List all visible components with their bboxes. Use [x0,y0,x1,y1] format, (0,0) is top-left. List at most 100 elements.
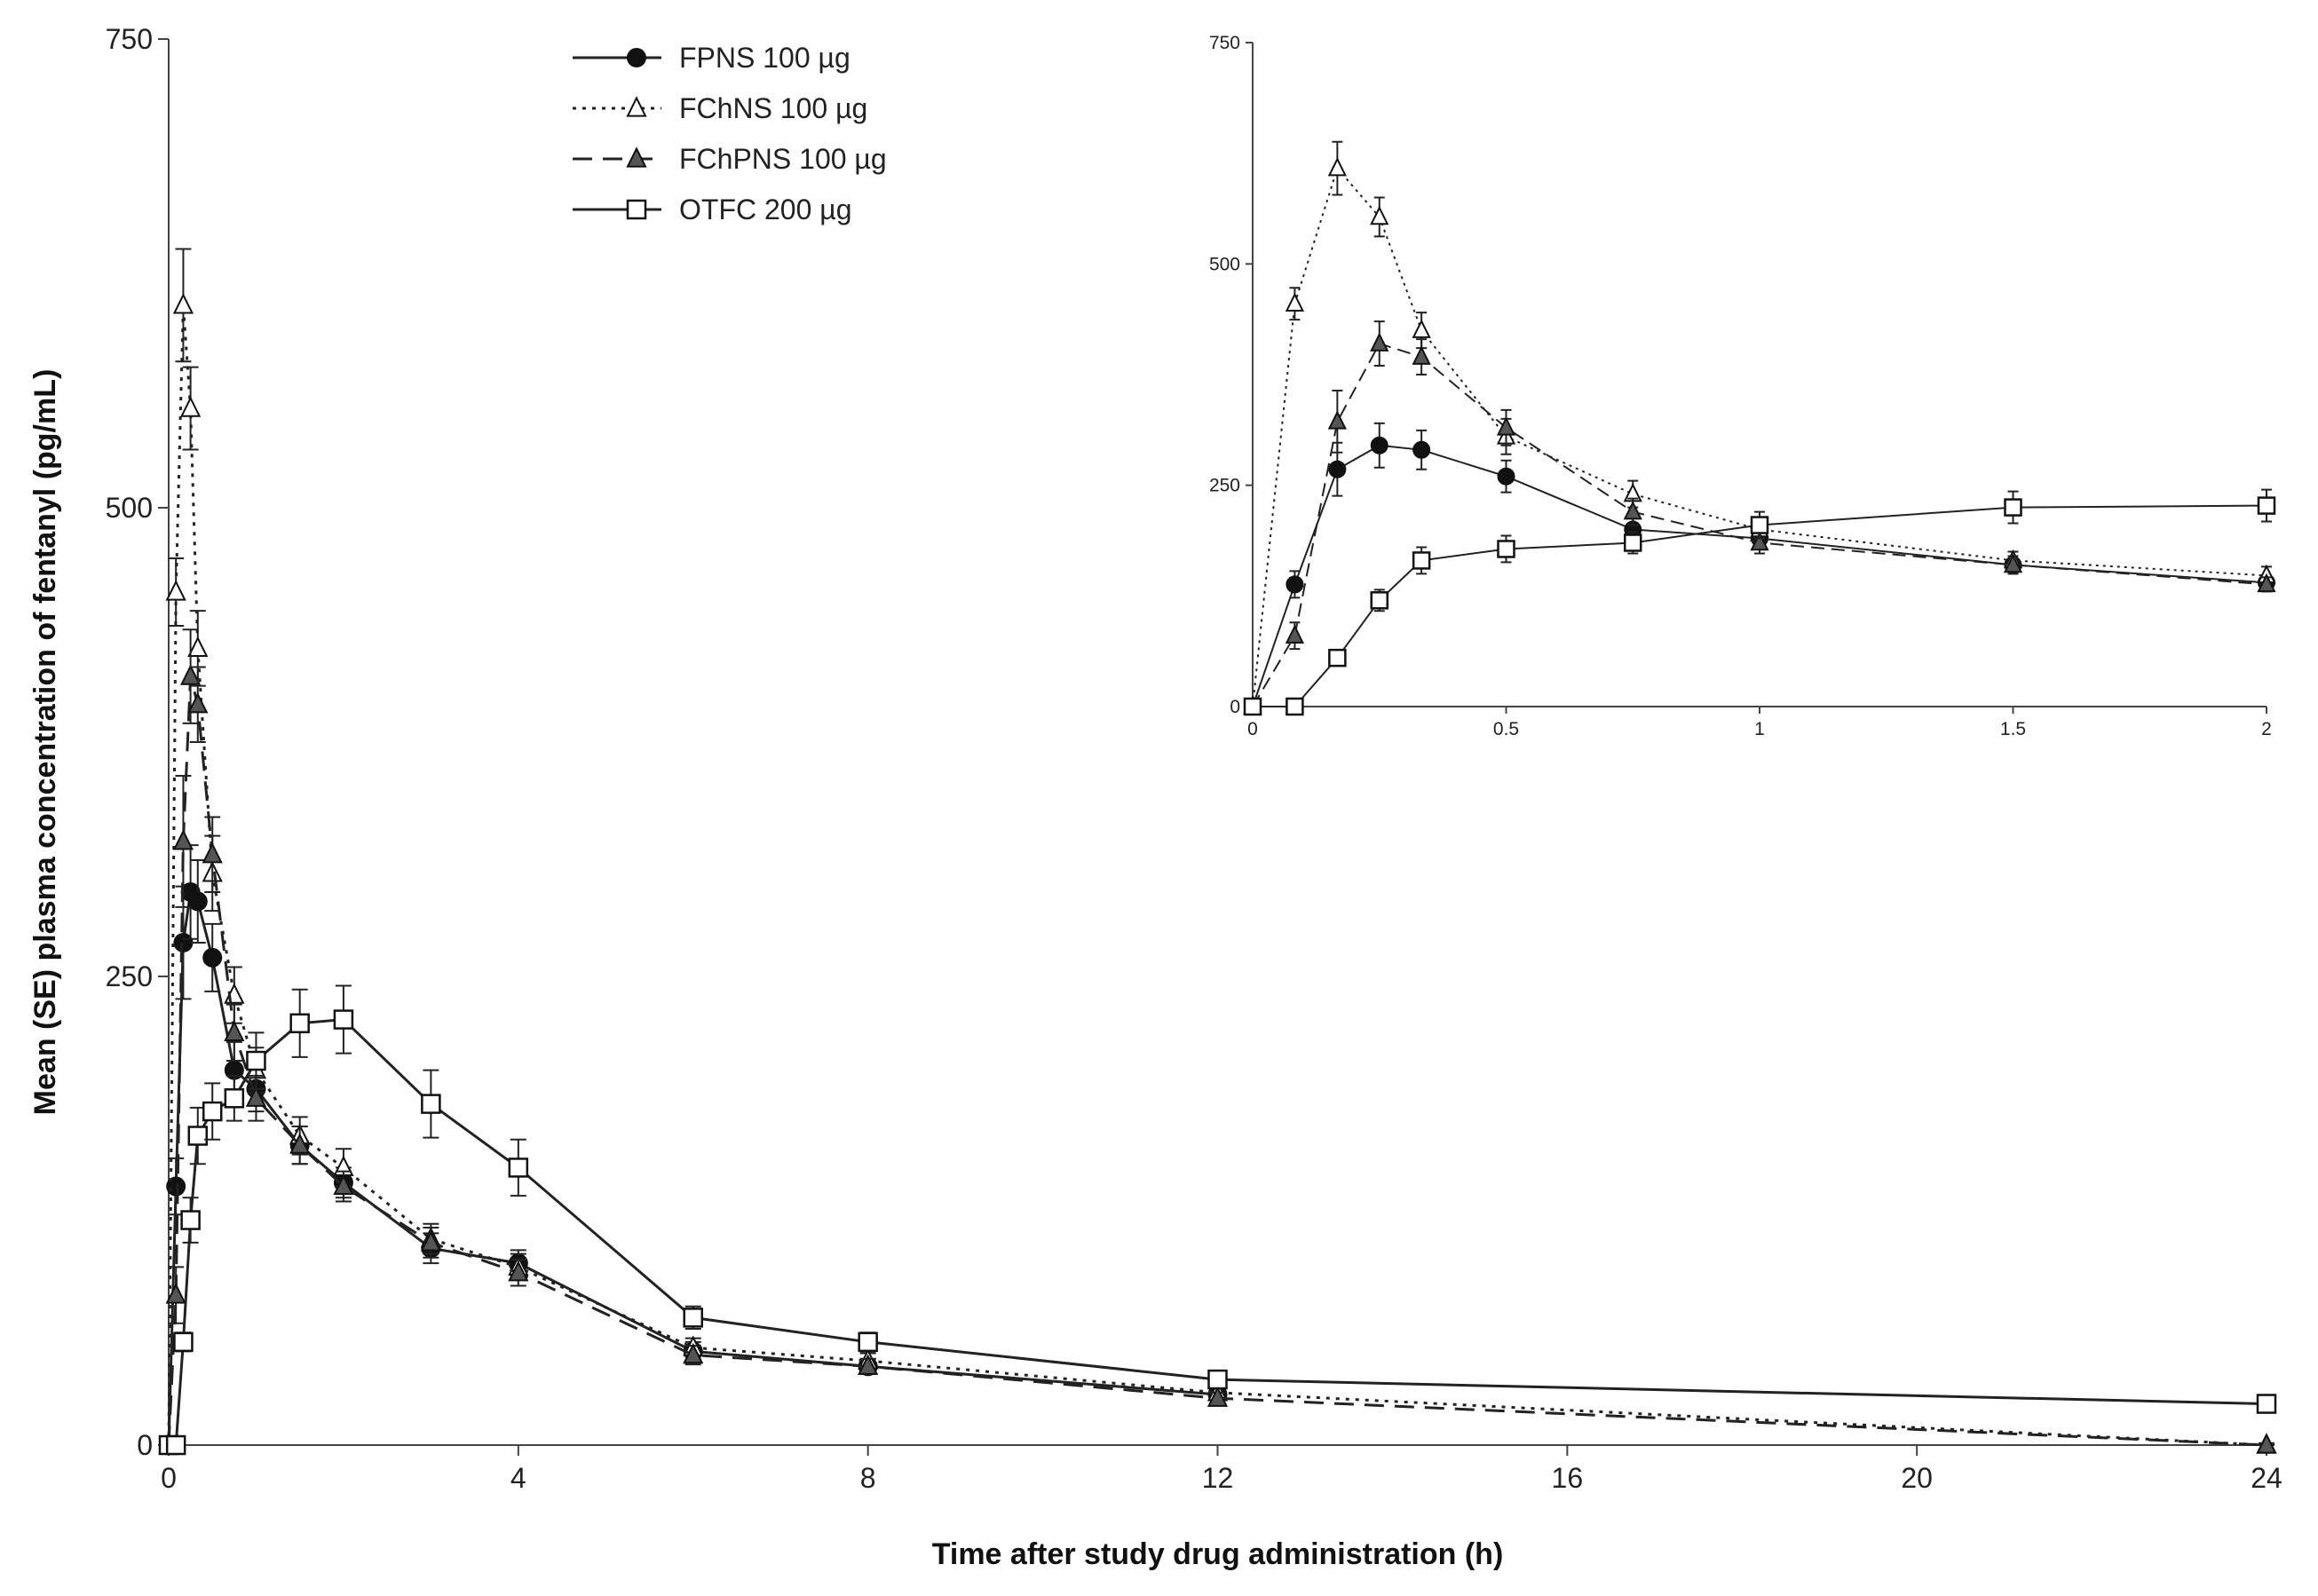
inset-chart-x-tick-label: 0.5 [1493,719,1519,739]
inset-chart-data-point [1370,205,1389,225]
main-chart-y-tick-label: 500 [106,492,153,524]
main-chart-data-point [165,580,186,601]
inset-chart-series-2 [1243,320,2276,715]
main-chart-data-point [202,1101,223,1122]
legend-label: FChNS 100 µg [679,92,867,124]
inset-chart-x-tick-label: 1 [1754,719,1765,739]
main-chart-x-tick-label: 16 [1552,1462,1584,1494]
legend-marker [627,48,646,67]
legend-marker [626,199,647,220]
inset-chart-data-point [1497,540,1515,558]
inset-chart-y-tick-label: 500 [1209,254,1240,274]
main-chart-data-point [165,1283,186,1304]
inset-chart-data-point [2257,573,2276,593]
main-chart-data-point [333,1173,354,1196]
inset-chart-data-point [1623,500,1642,520]
legend-entry-1: FChNS 100 µg [573,92,867,124]
main-chart-series-3 [158,984,2277,1456]
inset-chart-data-point [1624,533,1642,552]
main-chart-data-point [333,1009,354,1030]
main-chart-data-point [858,1354,879,1375]
main-chart-data-point [1207,1369,1228,1390]
inset-chart-data-point [1496,416,1516,436]
main-chart-data-point [421,1094,441,1114]
main-chart-data-point [1206,1386,1229,1407]
inset-chart-data-point [1328,460,1347,478]
inset-chart-x-tick-label: 2 [2261,719,2272,739]
main-chart-data-point [224,983,245,1004]
main-chart-series-line [167,304,2267,1447]
main-chart-y-tick-label: 250 [106,960,153,992]
inset-chart-series-1 [1243,140,2276,715]
main-chart-data-point [202,947,223,968]
inset-chart-data-point [1285,292,1305,312]
main-chart-x-tick-label: 20 [1901,1462,1933,1494]
inset-chart-data-point [2004,498,2022,517]
inset-chart-y-tick-label: 750 [1209,33,1240,53]
main-chart-series-1 [158,248,2277,1454]
main-chart-data-point [289,1133,311,1154]
inset-chart-data-point [1750,531,1769,551]
main-chart-series-line [169,1018,2267,1447]
inset-chart-x-tick-label: 1.5 [2000,719,2026,739]
main-chart-data-point [187,1126,209,1146]
main-chart-data-point [180,664,202,685]
inset-chart-x-tick-label: 0 [1247,719,1258,739]
inset-chart-data-point [1412,551,1431,570]
inset-chart-data-point [1327,157,1347,177]
main-chart-data-point [508,1260,529,1282]
legend-label: FPNS 100 µg [679,42,850,74]
legend-entry-0: FPNS 100 µg [573,42,850,74]
main-chart-x-tick-label: 12 [1202,1462,1234,1494]
main-chart-data-point [245,1086,267,1107]
x-axis-title: Time after study drug administration (h) [932,1537,1504,1571]
main-chart-data-point [187,692,209,714]
main-chart-data-point [2256,1394,2277,1414]
main-chart-data-point [246,1050,266,1071]
main-chart-data-point [858,1331,878,1353]
inset-chart-data-point [1370,436,1388,454]
inset-chart-data-point [1412,319,1431,338]
main-chart-data-point [180,396,202,417]
legend-label: FChPNS 100 µg [679,143,887,175]
legend-marker [626,96,647,117]
main-chart-y-tick-label: 750 [106,23,153,55]
inset-chart-data-point [1286,697,1304,716]
inset-chart-data-point [1370,332,1389,352]
main-chart-data-point [172,293,194,314]
main-chart-data-point [187,636,209,658]
legend-entry-2: FChPNS 100 µg [573,143,887,175]
inset-chart-data-point [1412,440,1431,459]
main-chart-data-point [180,1210,201,1230]
main-chart-data-point [173,1331,194,1353]
main-chart-data-point [173,932,194,952]
main-chart-x-tick-label: 4 [510,1462,526,1494]
inset-chart-data-point [1286,575,1304,594]
main-chart-data-point [224,1088,245,1109]
main-chart-series-line [167,676,2267,1447]
main-chart-data-point [172,829,194,850]
main-chart-series-2 [158,628,2277,1454]
main-chart-data-point [508,1157,529,1178]
main-chart-data-point [420,1230,441,1252]
main-chart-x-tick-label: 8 [860,1462,876,1494]
main-chart-data-point [224,1020,245,1041]
inset-chart-data-point [1497,467,1515,486]
inset-chart-data-point [1370,591,1388,610]
inset-chart-series-3 [1243,488,2276,716]
main-chart-data-point [289,1013,310,1034]
inset-chart-axes: 0 250 500 750 0 0.5 1 1.5 2 [1209,33,2272,739]
inset-chart-series-line [1252,166,2267,707]
inset-chart-data-point [1243,697,1262,716]
main-chart-data-point [165,1434,186,1456]
legend-entry-3: OTFC 200 µg [573,194,852,225]
main-chart-data-point [187,891,208,912]
main-chart-x-tick-label: 0 [161,1462,177,1494]
inset-chart-series-0 [1244,422,2275,715]
inset-chart-y-tick-label: 250 [1209,476,1240,496]
inset-chart-data-point [2257,496,2276,515]
y-axis-title: Mean (SE) plasma concentration of fentan… [28,369,62,1116]
